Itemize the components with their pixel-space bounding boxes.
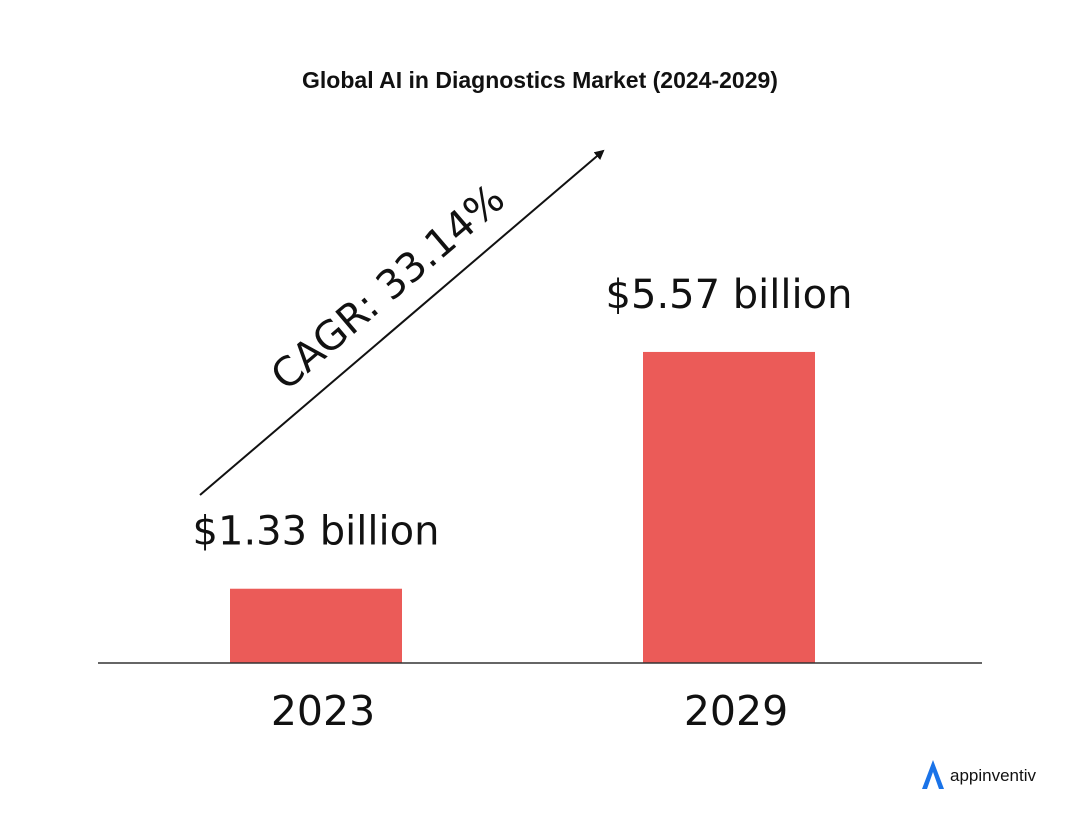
value-label-2029: $5.57 billion xyxy=(606,272,853,318)
bar-2029 xyxy=(643,351,815,663)
tick-labels-group: 2023 2029 xyxy=(271,687,788,735)
brand-name: appinventiv xyxy=(950,766,1037,785)
cagr-arrow xyxy=(199,149,605,496)
value-labels-group: $1.33 billion $5.57 billion xyxy=(193,272,853,555)
bar-2023 xyxy=(230,588,402,663)
value-label-2023: $1.33 billion xyxy=(193,509,440,555)
tick-label-2023: 2023 xyxy=(271,687,375,735)
appinventiv-logo-icon xyxy=(922,760,944,789)
chart-title: Global AI in Diagnostics Market (2024-20… xyxy=(302,67,778,93)
cagr-annotation: CAGR: 33.14% xyxy=(263,176,514,400)
bars-group xyxy=(230,351,815,663)
tick-label-2029: 2029 xyxy=(684,687,788,735)
